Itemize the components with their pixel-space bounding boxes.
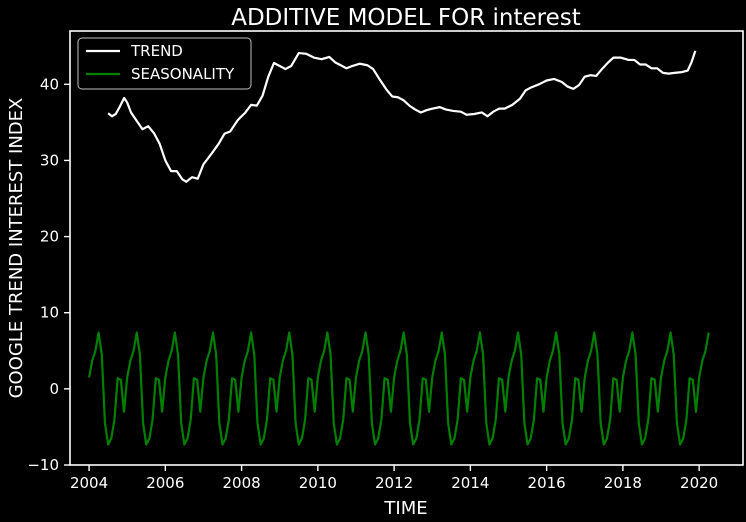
x-axis-label: TIME xyxy=(383,498,427,519)
y-tick-label: 10 xyxy=(40,304,59,322)
legend-seasonality-label: SEASONALITY xyxy=(131,65,235,83)
legend-trend-label: TREND xyxy=(130,42,183,60)
trend-line xyxy=(107,50,697,183)
x-tick-label: 2008 xyxy=(222,474,260,492)
x-tick-label: 2004 xyxy=(70,474,108,492)
x-tick-label: 2016 xyxy=(528,474,566,492)
y-tick-label: 40 xyxy=(40,75,59,93)
plot-area xyxy=(69,30,744,466)
y-tick-label: 30 xyxy=(40,151,59,169)
x-tick-label: 2020 xyxy=(680,474,718,492)
seasonality-line xyxy=(87,331,710,446)
x-tick-label: 2018 xyxy=(604,474,642,492)
series-layer xyxy=(87,50,710,446)
x-tick-label: 2006 xyxy=(146,474,184,492)
x-tick-label: 2012 xyxy=(375,474,413,492)
chart-title: ADDITIVE MODEL FOR interest xyxy=(231,5,581,31)
y-axis-label: GOOGLE TREND INTEREST INDEX xyxy=(6,98,27,399)
y-axis: −10 0 10 20 30 40 xyxy=(27,75,70,474)
x-axis: 2004 2006 2008 2010 2012 2014 2016 2018 2020 xyxy=(70,465,718,492)
legend-box xyxy=(77,37,252,90)
x-tick-label: 2010 xyxy=(299,474,337,492)
x-tick-label: 2014 xyxy=(451,474,489,492)
y-tick-label: 0 xyxy=(49,380,59,398)
y-tick-label: −10 xyxy=(27,456,59,474)
legend: TREND SEASONALITY xyxy=(77,37,252,90)
y-tick-label: 20 xyxy=(40,228,59,246)
